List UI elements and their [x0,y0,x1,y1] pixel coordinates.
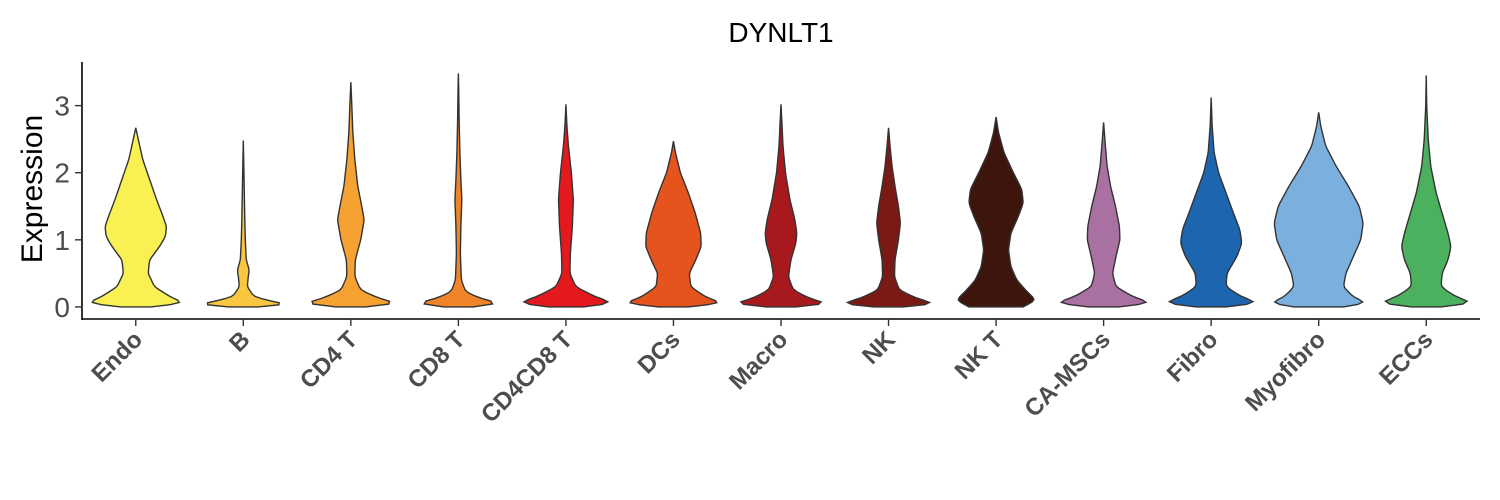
violin-cd4cd8-t [522,104,610,308]
x-tick-label-b: B [224,326,255,357]
violin-fibro [1167,97,1255,308]
violin-dcs [629,141,718,308]
x-tick-label-cd4-t: CD4 T [295,326,363,394]
violin-endo [91,127,181,308]
violin-eccs [1384,75,1469,308]
y-axis-label: Expression [16,115,49,263]
x-tick-label-cd4cd8-t: CD4CD8 T [476,326,578,428]
chart-title: DYNLT1 [728,17,833,48]
x-tick-label-myofibro: Myofibro [1240,326,1331,417]
violin-b [206,140,280,308]
x-tick-label-dcs: DCs [633,326,686,379]
violin-myofibro [1273,112,1364,308]
y-tick-label: 1 [54,225,70,256]
x-tick-label-endo: Endo [86,326,148,388]
violin-macro [739,104,823,308]
violin-nk [845,127,932,308]
violin-ca-mscs [1059,122,1148,308]
violin-cd4-t [311,82,391,308]
violin-nk-t [957,116,1035,308]
y-tick-label: 0 [54,292,70,323]
y-tick-label: 3 [54,91,70,122]
x-tick-label-fibro: Fibro [1162,326,1224,388]
x-tick-label-macro: Macro [724,326,793,395]
violin-cd8-t [423,73,494,308]
x-axis: Endo B CD4 T CD8 T CD4CD8 T DCs Macro NK NK T CA-… [82,318,1480,428]
x-tick-label-nk-t: NK T [950,326,1009,385]
x-tick-label-ca-mscs: CA-MSCs [1019,326,1115,422]
x-tick-label-nk: NK [857,326,901,370]
y-tick-label: 2 [54,158,70,189]
violins-group [91,73,1469,308]
y-axis: 0 1 2 3 [54,62,83,323]
x-tick-label-eccs: ECCs [1374,326,1438,390]
x-tick-label-cd8-t: CD8 T [403,326,471,394]
